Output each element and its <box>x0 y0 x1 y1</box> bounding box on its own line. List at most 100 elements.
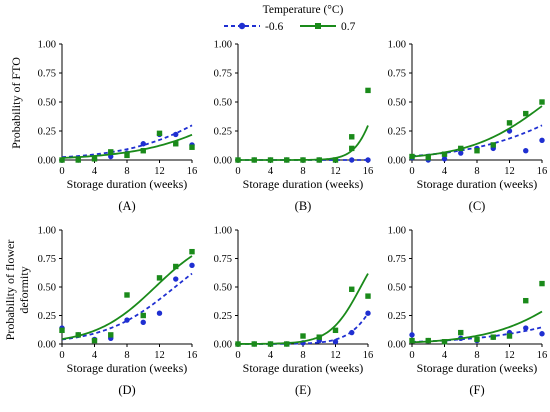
data-point-series-1 <box>458 150 464 156</box>
data-point-series-2 <box>267 157 274 163</box>
data-point-series-2 <box>91 156 98 162</box>
legend-marker-series-2 <box>315 23 321 29</box>
x-tick-label: 16 <box>537 350 548 361</box>
y-axis-label-bottom-line1: Probability of flower <box>3 240 17 341</box>
fit-line-series-1 <box>61 124 193 159</box>
data-point-series-2 <box>251 341 257 347</box>
data-point-series-2 <box>189 248 195 255</box>
data-point-series-2 <box>156 275 163 281</box>
y-tick-label: 0.75 <box>214 69 232 80</box>
x-tick-label: 8 <box>124 350 129 361</box>
data-point-series-2 <box>235 341 241 347</box>
x-tick-label: 4 <box>442 350 448 361</box>
data-point-series-2 <box>441 339 448 345</box>
x-tick-label: 12 <box>330 166 341 177</box>
y-axis-label-bottom-line2: deformity <box>17 266 31 313</box>
data-point-series-1 <box>173 276 179 282</box>
data-point-series-2 <box>140 312 146 319</box>
x-tick-label: 0 <box>59 350 64 361</box>
data-point-series-1 <box>332 339 339 345</box>
data-point-series-2 <box>506 120 513 126</box>
y-tick-label: 0.25 <box>214 127 232 138</box>
data-point-series-1 <box>124 317 130 323</box>
x-tick-label: 4 <box>442 166 448 177</box>
legend-label-series-2: 0.7 <box>341 21 356 33</box>
data-point-series-2 <box>173 141 179 147</box>
data-point-series-1 <box>173 131 179 138</box>
x-tick-label: 16 <box>187 166 198 177</box>
y-tick-label: 0.50 <box>214 283 232 294</box>
y-axis-label-top: Probability of FTO <box>9 57 23 149</box>
x-tick-label: 12 <box>330 350 341 361</box>
data-point-series-1 <box>523 325 529 331</box>
data-point-series-2 <box>523 110 529 117</box>
data-point-series-2 <box>251 157 257 163</box>
y-tick-label: 0.50 <box>388 98 406 109</box>
data-point-series-2 <box>284 341 290 347</box>
data-point-series-2 <box>332 157 339 163</box>
data-point-series-1 <box>365 310 371 316</box>
x-tick-label: 12 <box>504 166 515 177</box>
x-tick-label: 16 <box>537 166 548 177</box>
data-point-series-2 <box>365 293 371 299</box>
data-point-series-1 <box>365 157 371 163</box>
data-point-series-1 <box>409 332 415 338</box>
x-axis-label: Storage duration (weeks) <box>417 177 538 191</box>
data-point-series-2 <box>349 286 355 292</box>
data-point-series-2 <box>506 333 513 339</box>
x-tick-label: 12 <box>504 350 515 361</box>
data-point-series-2 <box>441 151 448 157</box>
y-tick-label: 0.00 <box>388 340 406 351</box>
data-point-series-2 <box>59 327 65 334</box>
data-point-series-1 <box>441 156 448 162</box>
data-point-series-2 <box>490 334 496 340</box>
y-tick-label: 0.50 <box>214 98 232 109</box>
x-tick-label: 8 <box>124 166 129 177</box>
x-tick-label: 4 <box>268 350 274 361</box>
data-point-series-2 <box>349 145 355 152</box>
y-tick-label: 0.75 <box>38 254 56 265</box>
y-tick-label: 1.00 <box>388 40 406 51</box>
data-point-series-1 <box>349 157 355 163</box>
data-point-series-2 <box>539 99 545 105</box>
x-axis-label: Storage duration (weeks) <box>243 177 364 191</box>
x-tick-label: 8 <box>474 350 479 361</box>
y-tick-label: 0.75 <box>38 69 56 80</box>
legend: Temperature (°C) -0.6 0.7 <box>224 4 356 33</box>
data-point-series-2 <box>425 154 431 161</box>
data-point-series-2 <box>490 142 496 148</box>
x-tick-label: 4 <box>268 166 274 177</box>
data-point-series-2 <box>349 134 355 140</box>
legend-title: Temperature (°C) <box>263 4 344 16</box>
x-axis-label: Storage duration (weeks) <box>243 361 364 375</box>
data-point-series-1 <box>349 329 355 336</box>
data-point-series-2 <box>409 337 415 344</box>
data-point-series-2 <box>75 157 81 163</box>
y-tick-label: 0.25 <box>214 311 232 322</box>
y-tick-label: 0.25 <box>388 127 406 138</box>
data-point-series-2 <box>189 144 195 150</box>
data-point-series-2 <box>332 327 339 334</box>
y-tick-label: 0.75 <box>388 69 406 80</box>
data-point-series-2 <box>124 152 130 159</box>
y-tick-label: 0.00 <box>214 340 232 351</box>
x-tick-label: 0 <box>235 166 240 177</box>
x-axis-label: Storage duration (weeks) <box>67 361 188 375</box>
panel-label: (D) <box>118 383 135 397</box>
data-point-series-2 <box>300 157 306 163</box>
x-tick-label: 0 <box>235 350 240 361</box>
x-tick-label: 8 <box>300 350 305 361</box>
legend-marker-series-1 <box>238 22 246 30</box>
data-point-series-2 <box>173 263 179 270</box>
data-point-series-2 <box>539 280 545 287</box>
panel-label: (C) <box>469 199 486 213</box>
data-point-series-1 <box>156 310 163 316</box>
panel-label: (A) <box>118 199 135 213</box>
x-tick-label: 16 <box>363 166 374 177</box>
fit-line-series-2 <box>61 133 193 159</box>
data-point-series-2 <box>458 329 464 336</box>
